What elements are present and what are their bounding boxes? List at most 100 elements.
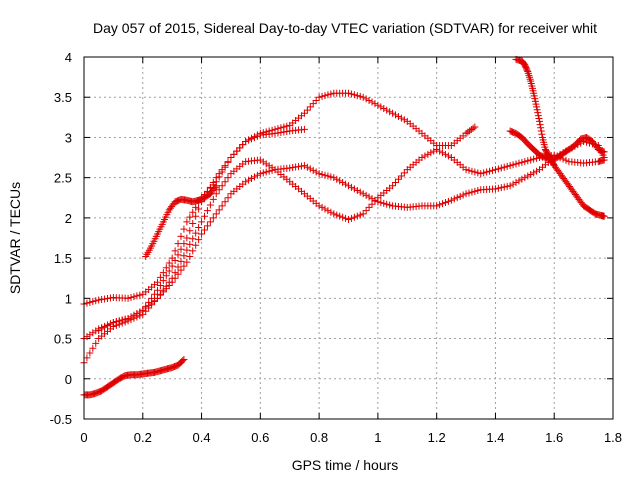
y-tick-label: 2 bbox=[65, 211, 72, 226]
data-point bbox=[186, 240, 194, 248]
data-point bbox=[306, 165, 314, 173]
x-tick-label: 1.4 bbox=[486, 430, 504, 445]
data-point bbox=[121, 315, 129, 323]
data-point bbox=[444, 152, 452, 160]
data-point bbox=[174, 263, 182, 271]
data-point bbox=[380, 199, 388, 207]
data-point bbox=[377, 103, 385, 111]
data-point bbox=[151, 290, 159, 298]
data-point bbox=[300, 162, 308, 170]
data-point bbox=[256, 170, 264, 178]
data-point bbox=[433, 146, 441, 154]
data-point bbox=[525, 71, 533, 79]
data-point bbox=[212, 190, 220, 198]
data-point bbox=[500, 183, 508, 191]
data-point bbox=[153, 294, 161, 302]
data-point bbox=[453, 194, 461, 202]
data-point bbox=[233, 147, 241, 155]
data-point bbox=[466, 127, 474, 135]
data-point bbox=[342, 214, 350, 222]
data-point bbox=[253, 171, 261, 179]
data-point bbox=[527, 156, 535, 164]
data-point bbox=[192, 241, 200, 249]
data-point bbox=[459, 191, 467, 199]
data-point bbox=[259, 169, 267, 177]
data-point bbox=[345, 89, 352, 97]
data-point bbox=[162, 272, 170, 280]
data-point bbox=[189, 247, 197, 255]
data-point bbox=[192, 229, 200, 237]
data-point bbox=[365, 193, 373, 201]
y-axis-label: SDTVAR / TECUs bbox=[7, 182, 23, 294]
data-point bbox=[189, 235, 197, 243]
data-point bbox=[274, 125, 282, 133]
data-point bbox=[536, 121, 544, 129]
data-point bbox=[206, 218, 214, 226]
data-point bbox=[186, 253, 194, 261]
data-point bbox=[330, 210, 338, 218]
data-point bbox=[124, 294, 132, 302]
data-point bbox=[215, 206, 223, 214]
data-point bbox=[315, 170, 323, 178]
data-point bbox=[300, 109, 308, 117]
data-point bbox=[430, 147, 438, 155]
data-point bbox=[350, 185, 358, 193]
data-point bbox=[468, 167, 476, 175]
data-point bbox=[179, 357, 187, 365]
data-point bbox=[400, 169, 408, 177]
data-point bbox=[394, 113, 402, 121]
data-point bbox=[389, 182, 397, 190]
data-point bbox=[180, 240, 188, 248]
data-point bbox=[500, 163, 508, 171]
data-point bbox=[189, 220, 197, 228]
data-point bbox=[518, 158, 526, 166]
data-point bbox=[315, 202, 323, 210]
data-point bbox=[462, 190, 470, 198]
data-point bbox=[418, 154, 426, 162]
data-point bbox=[165, 259, 173, 267]
data-point bbox=[362, 191, 370, 199]
data-point bbox=[156, 273, 164, 281]
data-point bbox=[506, 162, 514, 170]
data-point bbox=[224, 158, 232, 166]
data-point bbox=[206, 201, 214, 209]
data-point bbox=[471, 168, 479, 176]
data-point bbox=[512, 160, 520, 168]
data-point bbox=[159, 277, 167, 285]
data-point bbox=[177, 257, 185, 265]
data-point bbox=[101, 323, 109, 331]
data-point bbox=[92, 297, 100, 305]
data-point bbox=[433, 202, 441, 210]
data-point bbox=[386, 108, 394, 116]
data-point bbox=[362, 95, 370, 103]
x-axis-label: GPS time / hours bbox=[292, 457, 399, 473]
y-tick-label: 1.5 bbox=[54, 251, 72, 266]
data-point bbox=[491, 166, 499, 174]
data-point bbox=[312, 168, 320, 176]
data-point bbox=[327, 90, 335, 98]
data-point bbox=[353, 187, 361, 195]
tick-labels: 0 0.2 0.4 0.6 0.8 1 1.2 1.4 1.6 1.8 -0.5 0 0.5 1 1.5 2 2… bbox=[50, 50, 622, 445]
data-point bbox=[183, 234, 191, 242]
data-point bbox=[530, 169, 538, 177]
x-tick-label: 1.8 bbox=[604, 430, 622, 445]
data-point bbox=[212, 182, 220, 190]
x-tick-label: 1 bbox=[374, 430, 381, 445]
data-point bbox=[533, 167, 541, 175]
data-point bbox=[392, 111, 400, 119]
data-point bbox=[245, 176, 253, 184]
data-point bbox=[156, 291, 164, 299]
data-point bbox=[86, 298, 94, 306]
data-point bbox=[262, 128, 270, 136]
data-point bbox=[533, 103, 541, 111]
data-point bbox=[127, 313, 135, 321]
data-point bbox=[534, 109, 542, 117]
data-point bbox=[509, 180, 517, 188]
data-point bbox=[537, 127, 545, 135]
data-point bbox=[383, 106, 391, 114]
data-point bbox=[526, 75, 534, 83]
data-point bbox=[136, 291, 144, 299]
data-point bbox=[374, 101, 382, 109]
data-point bbox=[345, 182, 352, 190]
data-point bbox=[221, 178, 229, 186]
